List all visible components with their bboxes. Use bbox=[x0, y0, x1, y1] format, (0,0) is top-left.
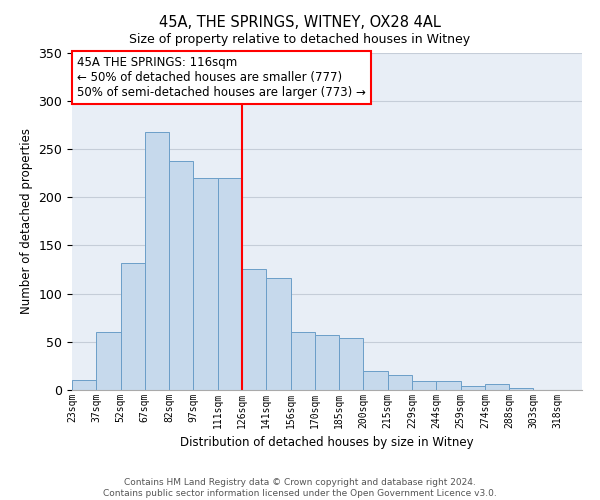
Bar bbox=[193, 178, 218, 390]
Bar bbox=[436, 382, 461, 390]
Bar bbox=[266, 278, 290, 390]
Bar bbox=[388, 374, 412, 390]
Bar bbox=[72, 380, 96, 390]
Bar bbox=[218, 178, 242, 390]
Bar bbox=[145, 132, 169, 390]
Bar bbox=[364, 370, 388, 390]
Bar bbox=[242, 270, 266, 390]
X-axis label: Distribution of detached houses by size in Witney: Distribution of detached houses by size … bbox=[180, 436, 474, 450]
Text: 45A, THE SPRINGS, WITNEY, OX28 4AL: 45A, THE SPRINGS, WITNEY, OX28 4AL bbox=[159, 15, 441, 30]
Bar bbox=[290, 332, 315, 390]
Text: Contains HM Land Registry data © Crown copyright and database right 2024.
Contai: Contains HM Land Registry data © Crown c… bbox=[103, 478, 497, 498]
Bar bbox=[121, 262, 145, 390]
Bar bbox=[339, 338, 364, 390]
Bar bbox=[315, 335, 339, 390]
Bar bbox=[485, 384, 509, 390]
Text: 45A THE SPRINGS: 116sqm
← 50% of detached houses are smaller (777)
50% of semi-d: 45A THE SPRINGS: 116sqm ← 50% of detache… bbox=[77, 56, 366, 99]
Bar bbox=[461, 386, 485, 390]
Bar bbox=[509, 388, 533, 390]
Text: Size of property relative to detached houses in Witney: Size of property relative to detached ho… bbox=[130, 32, 470, 46]
Y-axis label: Number of detached properties: Number of detached properties bbox=[20, 128, 33, 314]
Bar bbox=[169, 162, 193, 390]
Bar bbox=[96, 332, 121, 390]
Bar bbox=[412, 382, 436, 390]
